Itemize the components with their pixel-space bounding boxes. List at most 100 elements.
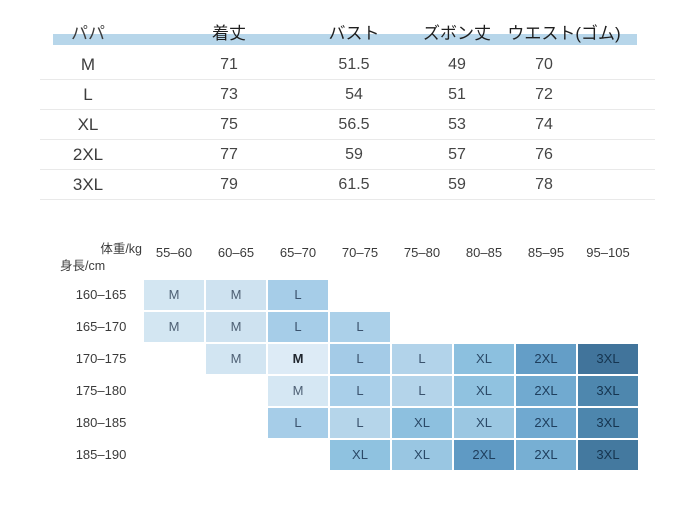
size-value-cell: 76 (535, 146, 553, 163)
size-value-cell: 70 (535, 56, 553, 73)
matrix-empty-cell (516, 280, 576, 310)
weight-col-header: 75–80 (403, 245, 441, 260)
size-value-cell: 51.5 (338, 56, 370, 73)
size-value-cell: 72 (535, 86, 553, 103)
size-value-cell: 77 (220, 146, 238, 163)
height-row-label: 170–175 (75, 351, 127, 366)
size-value-cell: 53 (448, 116, 466, 133)
height-row-label: 185–190 (75, 447, 127, 462)
size-label-cell: XL (77, 115, 99, 134)
matrix-cell: XL (330, 440, 390, 470)
size-value-cell: 78 (535, 176, 553, 193)
matrix-empty-cell (392, 280, 452, 310)
matrix-cell: 3XL (578, 408, 638, 438)
matrix-cell: M (206, 312, 266, 342)
matrix-empty-cell (330, 280, 390, 310)
matrix-cell: 3XL (578, 376, 638, 406)
matrix-cell: M (268, 344, 328, 374)
matrix-cell: XL (454, 344, 514, 374)
matrix-cell: L (330, 312, 390, 342)
size-value-cell: 61.5 (338, 176, 370, 193)
size-value-cell: 59 (448, 176, 466, 193)
matrix-cell: M (144, 312, 204, 342)
size-label-cell: M (80, 55, 96, 74)
height-unit-label: 身長/cm (60, 259, 106, 273)
matrix-cell: L (392, 376, 452, 406)
weight-col-header: 85–95 (527, 245, 565, 260)
weight-col-header: 55–60 (155, 245, 193, 260)
matrix-empty-cell (454, 312, 514, 342)
size-col-header: パパ (71, 24, 105, 43)
matrix-empty-cell (144, 408, 204, 438)
size-value-cell: 49 (448, 56, 466, 73)
matrix-cell: L (330, 408, 390, 438)
weight-col-header: 60–65 (217, 245, 255, 260)
matrix-empty-cell (206, 408, 266, 438)
size-label-cell: 3XL (72, 175, 104, 194)
height-row-label: 165–170 (75, 319, 127, 334)
weight-col-header: 95–105 (586, 245, 630, 260)
matrix-cell: L (330, 376, 390, 406)
matrix-cell: 2XL (454, 440, 514, 470)
height-row-label: 160–165 (75, 287, 127, 302)
size-label-cell: L (83, 85, 93, 104)
size-table-row: XL 75 56.5 53 74 (40, 110, 655, 140)
matrix-cell: L (392, 344, 452, 374)
matrix-cell: L (268, 408, 328, 438)
matrix-cell: 2XL (516, 408, 576, 438)
size-value-cell: 57 (448, 146, 466, 163)
matrix-corner-label: 体重/kg 身長/cm (60, 238, 142, 278)
size-table: パパ 着丈 バスト ズボン丈 ウエスト(ゴム) M 71 51.5 49 70 L 73 54 51 72… (40, 22, 655, 200)
size-table-header-row: パパ 着丈 バスト ズボン丈 ウエスト(ゴム) (40, 22, 655, 46)
size-col-header: ウエスト(ゴム) (507, 24, 621, 43)
header-band (53, 34, 637, 45)
matrix-empty-cell (206, 376, 266, 406)
size-value-cell: 71 (220, 56, 238, 73)
matrix-cell: M (144, 280, 204, 310)
size-value-cell: 59 (345, 146, 363, 163)
size-table-body: M 71 51.5 49 70 L 73 54 51 72 XL 75 56.5 53 74 2XL 77 59 5… (40, 50, 655, 200)
matrix-cell: M (268, 376, 328, 406)
matrix-cell: XL (392, 408, 452, 438)
matrix-cell: XL (454, 376, 514, 406)
matrix-empty-cell (144, 440, 204, 470)
size-table-row: M 71 51.5 49 70 (40, 50, 655, 80)
matrix-cell: XL (454, 408, 514, 438)
matrix-cell: 2XL (516, 376, 576, 406)
size-table-row: 3XL 79 61.5 59 78 (40, 170, 655, 200)
matrix-cell: M (206, 344, 266, 374)
size-table-header: パパ 着丈 バスト ズボン丈 ウエスト(ゴム) (40, 22, 655, 46)
matrix-cell: 2XL (516, 440, 576, 470)
matrix-cell: L (268, 312, 328, 342)
matrix-cell: 3XL (578, 440, 638, 470)
size-col-header: ズボン丈 (423, 24, 491, 43)
matrix-cell: 2XL (516, 344, 576, 374)
weight-col-header: 80–85 (465, 245, 503, 260)
height-row-label: 180–185 (75, 415, 127, 430)
matrix-empty-cell (578, 312, 638, 342)
size-table-row: 2XL 77 59 57 76 (40, 140, 655, 170)
size-value-cell: 79 (220, 176, 238, 193)
size-value-cell: 54 (345, 86, 363, 103)
size-table-row: L 73 54 51 72 (40, 80, 655, 110)
size-label-cell: 2XL (72, 145, 104, 164)
matrix-empty-cell (516, 312, 576, 342)
matrix-cell: 3XL (578, 344, 638, 374)
size-value-cell: 51 (448, 86, 466, 103)
size-value-cell: 56.5 (338, 116, 370, 133)
matrix-empty-cell (578, 280, 638, 310)
matrix-empty-cell (268, 440, 328, 470)
weight-col-header: 65–70 (279, 245, 317, 260)
size-value-cell: 74 (535, 116, 553, 133)
weight-col-header: 70–75 (341, 245, 379, 260)
size-col-header: バスト (328, 24, 380, 43)
matrix-empty-cell (206, 440, 266, 470)
size-value-cell: 73 (220, 86, 238, 103)
matrix-empty-cell (144, 344, 204, 374)
matrix-empty-cell (454, 280, 514, 310)
size-col-header: 着丈 (212, 24, 246, 43)
matrix-cell: L (330, 344, 390, 374)
weight-unit-label: 体重/kg (100, 242, 142, 256)
matrix-cell: M (206, 280, 266, 310)
fit-matrix: 体重/kg 身長/cm 55–60 60–65 65–70 70–75 75–80 80–… (60, 238, 638, 470)
